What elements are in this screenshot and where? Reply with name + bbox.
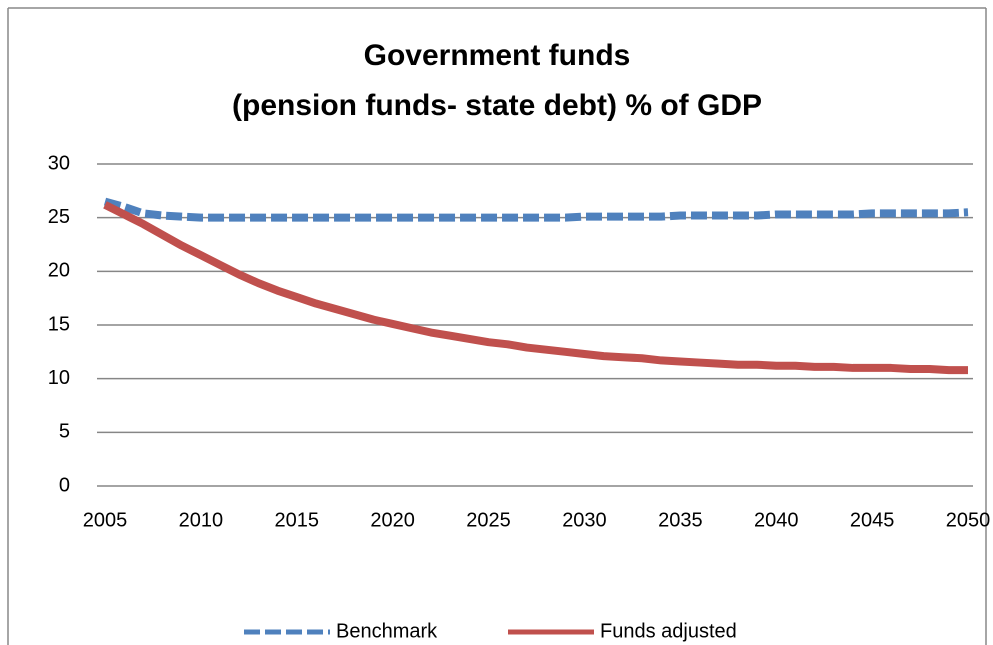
line-series [103, 201, 968, 375]
x-tick-label: 2035 [658, 509, 703, 531]
x-tick-label: 2040 [754, 509, 799, 531]
x-tick-label: 2050 [946, 509, 991, 531]
y-tick-label: 20 [48, 260, 70, 282]
x-tick-label: 2015 [275, 509, 320, 531]
legend-label: Funds adjusted [600, 620, 737, 642]
chart-title: (pension funds- state debt) % of GDP [232, 89, 762, 122]
x-tick-label: 2005 [83, 509, 128, 531]
x-tick-label: 2010 [179, 509, 224, 531]
x-tick-label: 2045 [850, 509, 895, 531]
y-tick-label: 30 [48, 152, 70, 174]
x-tick-label: 2025 [466, 509, 511, 531]
y-tick-label: 25 [48, 206, 70, 228]
line-series [103, 197, 969, 222]
x-tick-label: 2020 [370, 509, 415, 531]
y-tick-label: 15 [48, 313, 70, 335]
legend-label: Benchmark [336, 620, 438, 642]
y-tick-label: 10 [48, 367, 70, 389]
x-tick-label: 2030 [562, 509, 607, 531]
chart-title: Government funds [364, 39, 631, 72]
y-tick-label: 0 [59, 474, 70, 496]
y-tick-label: 5 [59, 421, 70, 443]
